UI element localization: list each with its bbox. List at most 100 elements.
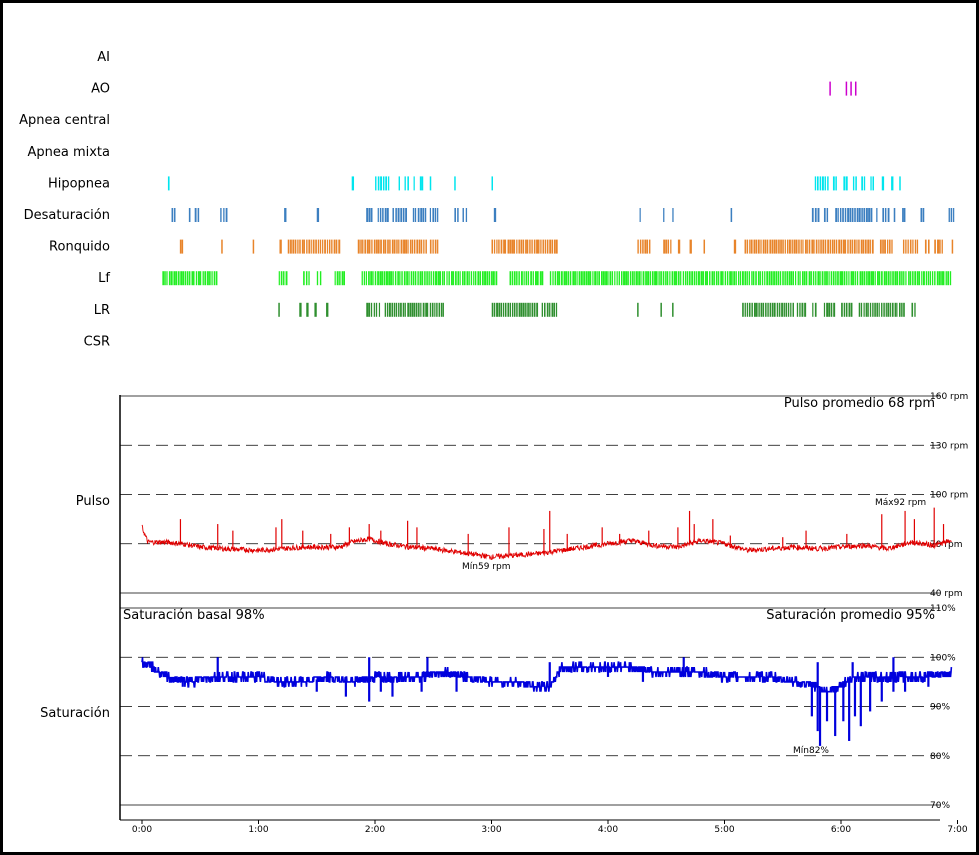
event-mark: [785, 302, 788, 317]
event-mark: [407, 302, 410, 317]
event-mark: [378, 302, 381, 317]
event-mark: [941, 239, 943, 254]
event-mark: [520, 271, 523, 286]
event-mark: [223, 208, 225, 222]
event-mark: [621, 271, 623, 286]
event-mark: [757, 271, 760, 286]
event-row-label: Ronquido: [49, 240, 110, 255]
event-mark: [669, 271, 671, 286]
event-mark: [410, 271, 413, 286]
event-row-label: AO: [91, 82, 110, 97]
event-mark: [462, 271, 464, 286]
x-tick-label: 7:00: [947, 825, 967, 835]
event-mark: [766, 239, 769, 254]
event-mark: [518, 239, 520, 254]
report-frame: [3, 3, 976, 852]
event-mark: [784, 271, 786, 286]
event-mark: [761, 271, 764, 286]
event-mark: [310, 239, 312, 254]
event-mark: [746, 239, 749, 254]
event-mark: [399, 271, 401, 286]
event-mark: [396, 239, 398, 254]
event-mark: [516, 239, 518, 254]
event-mark: [402, 208, 405, 222]
event-mark: [171, 208, 174, 222]
event-mark: [336, 271, 339, 286]
event-mark: [553, 302, 556, 317]
event-mark: [328, 239, 331, 254]
event-mark: [892, 271, 894, 286]
event-mark: [670, 239, 672, 254]
event-mark: [385, 176, 388, 191]
event-mark: [596, 271, 598, 286]
event-mark: [333, 239, 336, 254]
event-mark: [844, 239, 847, 254]
event-mark: [532, 271, 534, 286]
event-mark: [455, 271, 457, 286]
x-tick-label: 5:00: [714, 825, 734, 835]
event-mark: [414, 208, 417, 222]
event-mark: [861, 208, 863, 222]
event-mark: [546, 239, 549, 254]
event-mark: [306, 239, 308, 254]
event-mark: [416, 239, 419, 254]
event-mark: [871, 239, 874, 254]
event-mark: [377, 239, 380, 254]
event-mark: [377, 271, 379, 286]
event-mark: [903, 302, 905, 317]
event-mark: [507, 302, 510, 317]
event-mark: [382, 208, 384, 222]
y-tick-label: 160 rpm: [930, 392, 968, 402]
event-mark: [889, 239, 891, 254]
event-mark: [914, 302, 916, 317]
event-mark: [409, 302, 412, 317]
event-mark: [927, 239, 930, 254]
event-mark: [854, 81, 857, 96]
event-mark: [824, 271, 826, 286]
event-mark: [762, 239, 765, 254]
event-mark: [413, 176, 415, 191]
event-mark: [366, 208, 369, 222]
event-mark: [799, 271, 801, 286]
event-mark: [351, 176, 355, 191]
event-mark: [384, 208, 387, 222]
event-mark: [869, 302, 872, 317]
event-mark: [878, 302, 880, 317]
event-mark: [824, 239, 827, 254]
event-mark: [386, 208, 389, 222]
event-mark: [197, 208, 200, 222]
event-mark: [751, 271, 753, 286]
event-mark: [380, 239, 382, 254]
event-mark: [639, 239, 642, 254]
event-mark: [637, 239, 639, 254]
event-mark: [414, 271, 417, 286]
event-mark: [882, 208, 885, 222]
event-mark: [890, 271, 892, 286]
event-mark: [637, 302, 639, 317]
x-tick-label: 4:00: [598, 825, 618, 835]
event-mark: [742, 302, 744, 317]
event-mark: [486, 271, 489, 286]
event-mark: [927, 271, 930, 286]
event-mark: [815, 271, 817, 286]
event-mark: [168, 271, 171, 286]
event-row-label: LR: [94, 303, 110, 318]
event-mark: [672, 302, 674, 317]
event-mark: [417, 208, 420, 222]
event-mark: [667, 271, 669, 286]
event-mark: [700, 271, 703, 286]
event-mark: [364, 239, 367, 254]
event-mark: [432, 271, 435, 286]
event-mark: [322, 239, 324, 254]
event-mark: [693, 271, 696, 286]
event-mark: [689, 239, 692, 254]
event-mark: [902, 208, 904, 222]
event-mark: [589, 271, 592, 286]
event-mark: [578, 271, 581, 286]
x-tick-label: 0:00: [132, 825, 152, 835]
series-line: [141, 657, 953, 693]
event-mark: [779, 302, 781, 317]
event-mark: [533, 302, 536, 317]
y-tick-label: 70 rpm: [930, 540, 963, 550]
event-mark: [194, 208, 197, 222]
